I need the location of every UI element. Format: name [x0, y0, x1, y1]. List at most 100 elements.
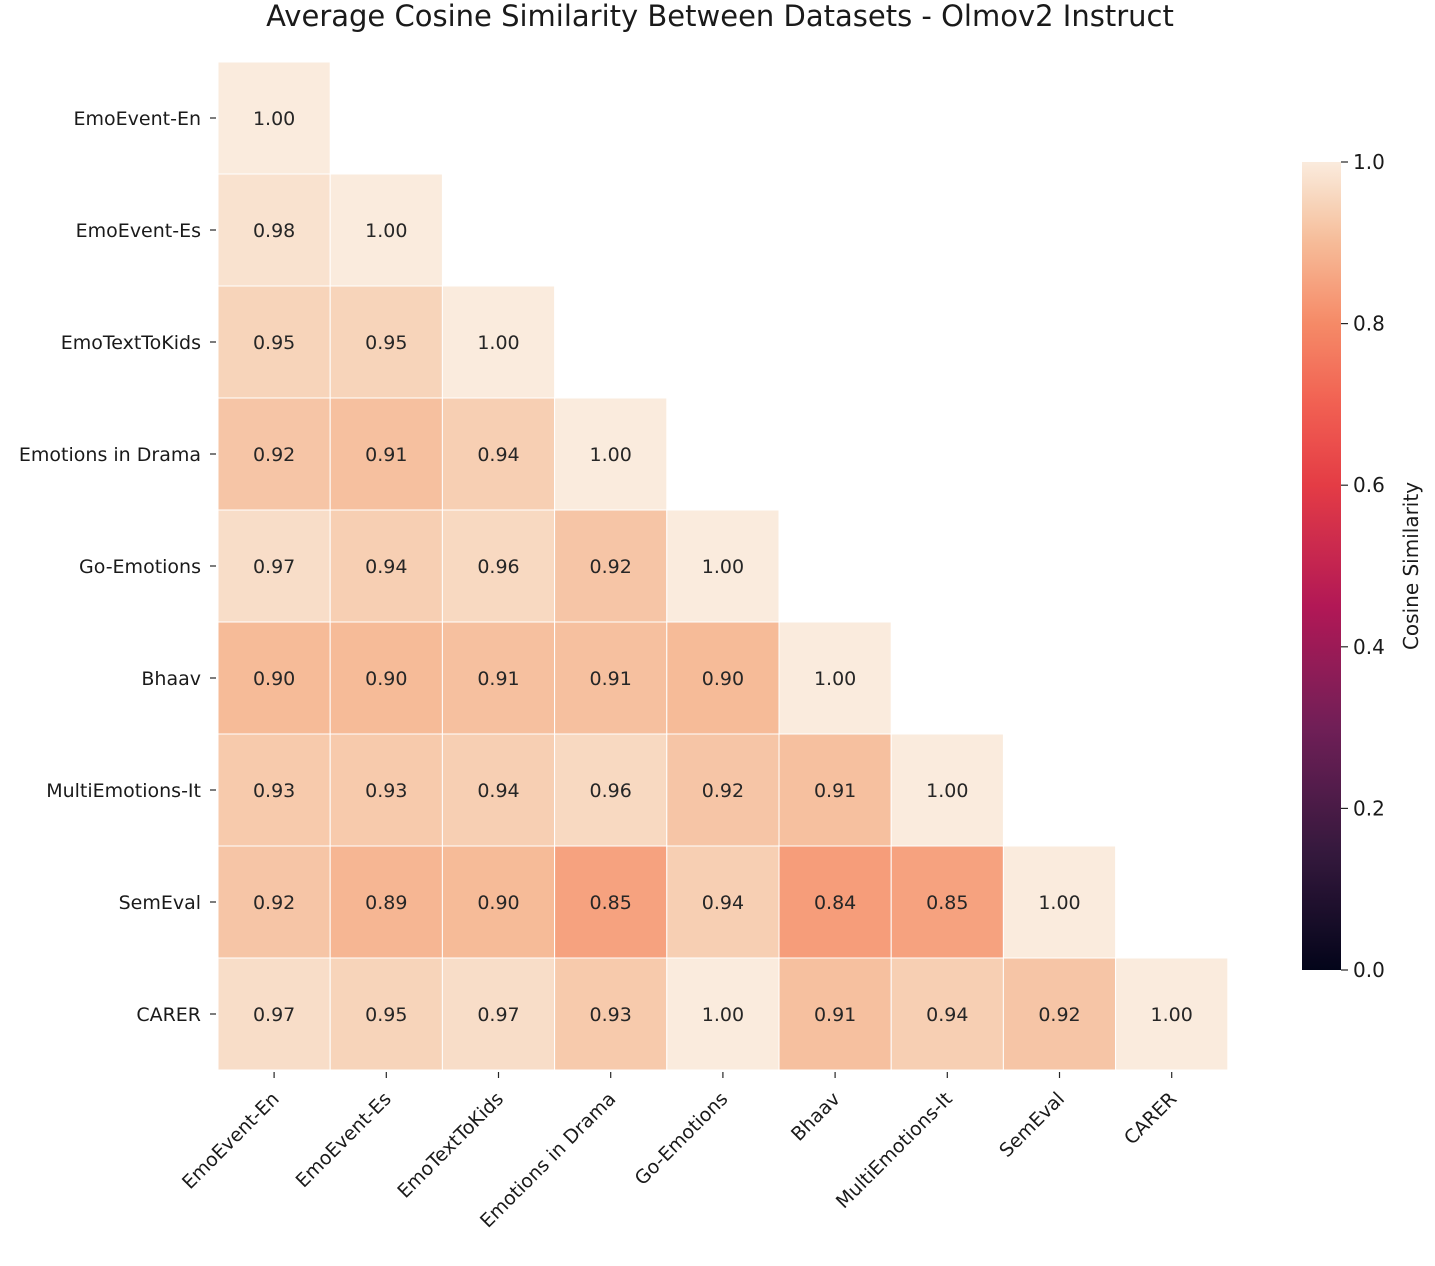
cell-value-label: 0.90 [365, 668, 407, 690]
colorbar-tick-label: 0.4 [1353, 635, 1385, 659]
colorbar-tick-label: 1.0 [1353, 150, 1385, 174]
heatmap-cell [217, 173, 331, 287]
colorbar-label: Cosine Similarity [1399, 482, 1423, 650]
cell-value-label: 0.90 [702, 668, 744, 690]
heatmap-cell [329, 621, 443, 735]
cell-value-label: 1.00 [702, 556, 744, 578]
heatmap-cell [217, 621, 331, 735]
cell-value-label: 0.91 [814, 1004, 856, 1026]
cell-value-label: 1.00 [1038, 892, 1080, 914]
cell-value-label: 0.93 [253, 780, 295, 802]
cell-value-label: 0.97 [477, 1004, 519, 1026]
cell-value-label: 1.00 [365, 220, 407, 242]
y-tick-label: MultiEmotions-It [46, 780, 201, 802]
heatmap-cell [778, 957, 892, 1071]
y-tick-label: SemEval [119, 892, 201, 914]
heatmap-cell [329, 173, 443, 287]
cell-value-label: 0.92 [253, 892, 295, 914]
cell-value-label: 0.98 [253, 220, 295, 242]
heatmap-cell [217, 285, 331, 399]
cell-value-label: 0.92 [253, 444, 295, 466]
cell-value-label: 0.85 [590, 892, 632, 914]
heatmap-cell [666, 957, 780, 1071]
heatmap-cell [217, 733, 331, 847]
x-tick-label: EmoTextToKids [393, 1088, 508, 1203]
heatmap-cell [329, 397, 443, 511]
heatmap-cell [217, 845, 331, 959]
y-tick-label: EmoEvent-Es [76, 220, 201, 242]
heatmap-cell [329, 285, 443, 399]
cell-value-label: 0.91 [590, 668, 632, 690]
heatmap-cell [217, 61, 331, 175]
cell-value-label: 0.89 [365, 892, 407, 914]
cell-value-label: 0.97 [253, 556, 295, 578]
heatmap-cell [554, 621, 668, 735]
heatmap-cell [554, 509, 668, 623]
y-axis: EmoEvent-En EmoEvent-Es EmoTextToKids Emoti… [19, 108, 216, 1026]
cell-value-label: 0.92 [1038, 1004, 1080, 1026]
heatmap-cell [441, 957, 556, 1071]
cell-value-label: 0.94 [702, 892, 744, 914]
cell-value-label: 1.00 [253, 108, 295, 130]
cell-value-label: 0.93 [365, 780, 407, 802]
colorbar-tick-label: 0.2 [1353, 796, 1385, 820]
heatmap-cell [329, 509, 443, 623]
cell-value-label: 0.91 [477, 668, 519, 690]
colorbar-tick-label: 0.0 [1353, 958, 1385, 982]
colorbar-ticks: 0.0 0.2 0.4 0.6 0.8 1.0 [1341, 150, 1385, 982]
x-tick-label: MultiEmotions-It [832, 1088, 957, 1213]
heatmap-cell [778, 733, 892, 847]
cell-value-label: 0.95 [365, 1004, 407, 1026]
heatmap-cell [441, 509, 556, 623]
cell-value-label: 0.90 [477, 892, 519, 914]
cell-value-label: 0.97 [253, 1004, 295, 1026]
cell-value-label: 0.94 [477, 780, 519, 802]
heatmap-cell [1002, 845, 1117, 959]
heatmap-cell [441, 621, 556, 735]
x-tick-label: EmoEvent-En [178, 1088, 284, 1194]
colorbar: 0.0 0.2 0.4 0.6 0.8 1.0 Cosine Similarity [1302, 150, 1423, 982]
heatmap-cell [666, 509, 780, 623]
heatmap-cell [554, 733, 668, 847]
cell-value-label: 0.94 [365, 556, 407, 578]
chart-title: Average Cosine Similarity Between Datase… [266, 0, 1174, 33]
x-tick-label: EmoEvent-Es [292, 1088, 396, 1192]
heatmap-cell [329, 957, 443, 1071]
y-tick-label: Go-Emotions [79, 556, 201, 578]
x-tick-label: Bhaav [787, 1088, 845, 1146]
cell-value-label: 0.90 [253, 668, 295, 690]
y-tick-label: Bhaav [141, 668, 201, 690]
x-tick-label: CARER [1120, 1088, 1181, 1149]
heatmap-cell [441, 285, 556, 399]
cell-value-label: 0.93 [590, 1004, 632, 1026]
y-tick-label: CARER [136, 1004, 201, 1026]
cell-value-label: 0.91 [365, 444, 407, 466]
heatmap-cell [554, 397, 668, 511]
cell-value-label: 1.00 [1151, 1004, 1193, 1026]
heatmap-cell [1115, 957, 1229, 1071]
heatmap-cell [778, 621, 892, 735]
y-tick-label: Emotions in Drama [19, 444, 201, 466]
colorbar-tick-label: 0.8 [1353, 312, 1385, 336]
cell-value-label: 1.00 [702, 1004, 744, 1026]
cell-value-label: 0.92 [590, 556, 632, 578]
cell-value-label: 0.94 [477, 444, 519, 466]
x-tick-label: Go-Emotions [631, 1088, 733, 1190]
cell-value-label: 0.91 [814, 780, 856, 802]
heatmap-cell [890, 733, 1004, 847]
cell-value-label: 0.95 [253, 332, 295, 354]
x-tick-label: SemEval [995, 1088, 1069, 1162]
colorbar-tick-label: 0.6 [1353, 473, 1385, 497]
heatmap-cell [329, 733, 443, 847]
x-axis: EmoEvent-En EmoEvent-EsEmoTextToKidsEmoti… [178, 1072, 1181, 1232]
cell-value-label: 1.00 [590, 444, 632, 466]
cell-value-label: 1.00 [814, 668, 856, 690]
heatmap-cell [666, 621, 780, 735]
cell-value-label: 0.96 [590, 780, 632, 802]
cell-value-label: 1.00 [926, 780, 968, 802]
heatmap-cell [217, 957, 331, 1071]
cell-value-label: 0.84 [814, 892, 856, 914]
cell-value-label: 1.00 [477, 332, 519, 354]
heatmap-cell [890, 957, 1004, 1071]
